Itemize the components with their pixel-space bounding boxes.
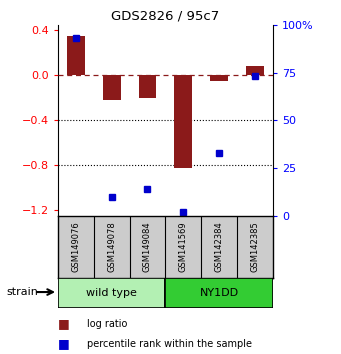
Bar xyxy=(103,75,121,100)
Text: NY1DD: NY1DD xyxy=(199,288,239,298)
Bar xyxy=(58,278,165,308)
Text: strain: strain xyxy=(7,287,39,297)
Title: GDS2826 / 95c7: GDS2826 / 95c7 xyxy=(111,9,220,22)
Text: GSM149078: GSM149078 xyxy=(107,222,116,272)
Text: GSM149076: GSM149076 xyxy=(71,222,80,272)
Bar xyxy=(246,67,264,75)
Bar xyxy=(67,36,85,75)
Text: log ratio: log ratio xyxy=(87,319,127,329)
Text: ■: ■ xyxy=(58,337,70,350)
Text: wild type: wild type xyxy=(86,288,137,298)
Text: percentile rank within the sample: percentile rank within the sample xyxy=(87,339,252,349)
Bar xyxy=(174,75,192,167)
Text: GSM142385: GSM142385 xyxy=(250,222,260,272)
Text: GSM149084: GSM149084 xyxy=(143,222,152,272)
Bar xyxy=(165,278,273,308)
Text: GSM142384: GSM142384 xyxy=(214,222,224,272)
Bar xyxy=(210,75,228,81)
Text: ■: ■ xyxy=(58,318,70,330)
Bar xyxy=(138,75,157,98)
Text: GSM141569: GSM141569 xyxy=(179,222,188,272)
